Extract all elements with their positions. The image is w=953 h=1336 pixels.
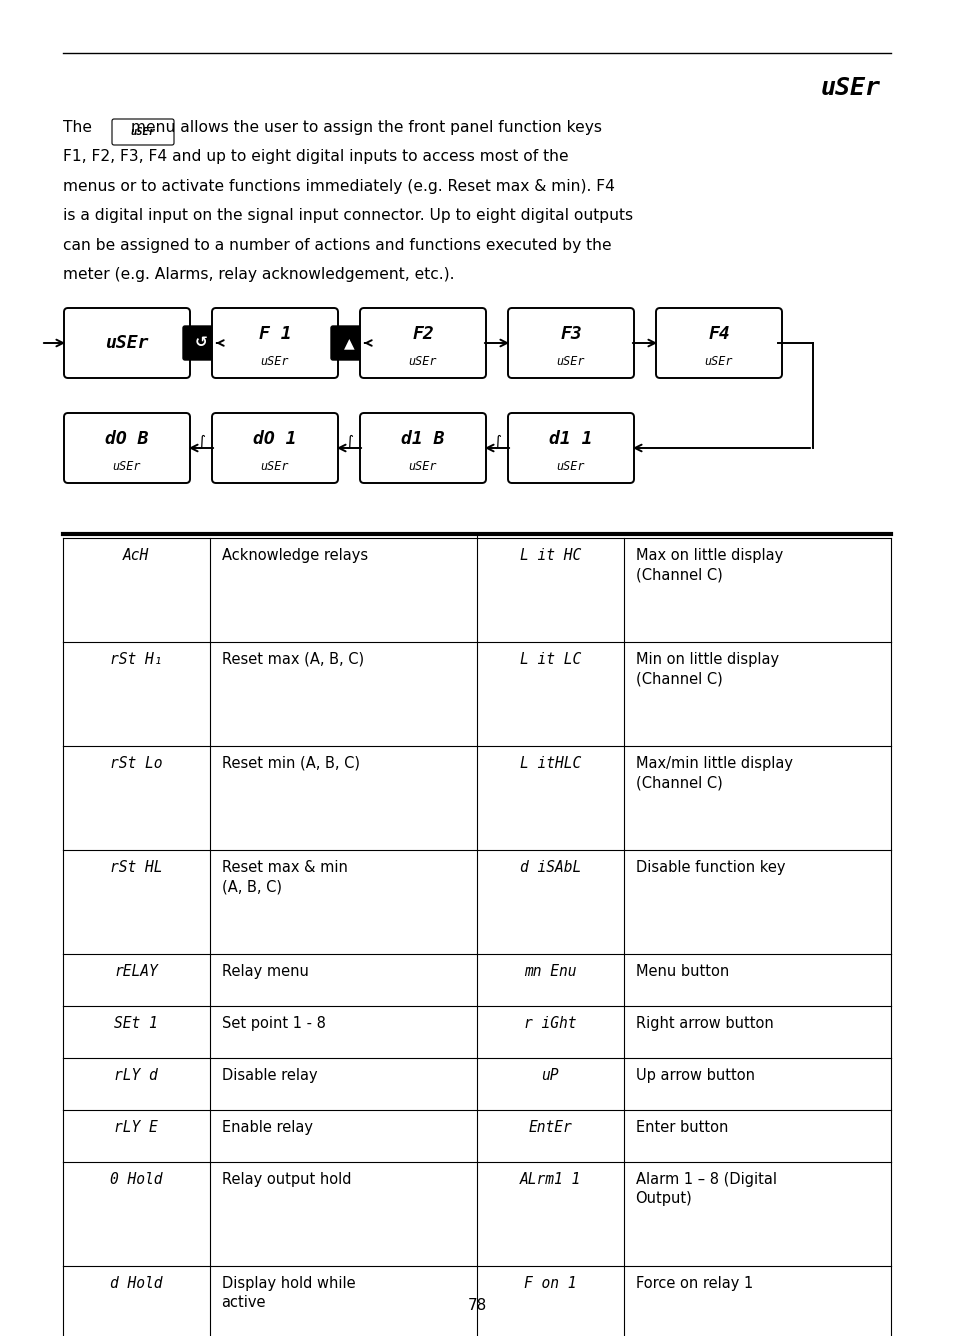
Text: Reset max (A, B, C): Reset max (A, B, C): [221, 652, 363, 667]
Text: L it HC: L it HC: [519, 548, 580, 562]
Text: d Hold: d Hold: [110, 1276, 162, 1291]
Text: Enable relay: Enable relay: [221, 1120, 313, 1136]
Text: Relay output hold: Relay output hold: [221, 1172, 351, 1186]
Text: d1 B: d1 B: [401, 430, 444, 448]
Text: F4: F4: [707, 325, 729, 343]
Text: rELAY: rELAY: [114, 965, 158, 979]
Text: uSEr: uSEr: [131, 127, 155, 138]
Text: mn Enu: mn Enu: [523, 965, 576, 979]
Text: L itHLC: L itHLC: [519, 756, 580, 771]
Text: ∫: ∫: [196, 434, 205, 449]
Text: Up arrow button: Up arrow button: [635, 1067, 754, 1083]
FancyBboxPatch shape: [507, 309, 634, 378]
Text: F 1: F 1: [258, 325, 291, 343]
Text: ▲: ▲: [343, 335, 354, 350]
Text: F on 1: F on 1: [523, 1276, 576, 1291]
Text: Display hold while
active: Display hold while active: [221, 1276, 355, 1311]
Text: Set point 1 - 8: Set point 1 - 8: [221, 1015, 325, 1031]
Text: meter (e.g. Alarms, relay acknowledgement, etc.).: meter (e.g. Alarms, relay acknowledgemen…: [63, 267, 454, 282]
Text: Right arrow button: Right arrow button: [635, 1015, 773, 1031]
FancyBboxPatch shape: [656, 309, 781, 378]
FancyBboxPatch shape: [359, 413, 485, 484]
Text: uP: uP: [541, 1067, 558, 1083]
FancyBboxPatch shape: [112, 119, 173, 146]
Text: uSEr: uSEr: [821, 76, 880, 100]
Text: uSEr: uSEr: [704, 355, 733, 369]
Text: F1, F2, F3, F4 and up to eight digital inputs to access most of the: F1, F2, F3, F4 and up to eight digital i…: [63, 150, 568, 164]
Text: ∫: ∫: [493, 434, 500, 449]
Text: ALrm1 1: ALrm1 1: [519, 1172, 580, 1186]
Text: Max/min little display
(Channel C): Max/min little display (Channel C): [635, 756, 792, 790]
Text: Force on relay 1: Force on relay 1: [635, 1276, 752, 1291]
Text: F3: F3: [559, 325, 581, 343]
FancyBboxPatch shape: [359, 309, 485, 378]
Text: Reset max & min
(A, B, C): Reset max & min (A, B, C): [221, 860, 347, 894]
FancyBboxPatch shape: [64, 309, 190, 378]
Text: d iSAbL: d iSAbL: [519, 860, 580, 875]
Text: uSEr: uSEr: [260, 355, 289, 369]
FancyBboxPatch shape: [212, 309, 337, 378]
Text: Reset min (A, B, C): Reset min (A, B, C): [221, 756, 359, 771]
Text: menus or to activate functions immediately (e.g. Reset max & min). F4: menus or to activate functions immediate…: [63, 179, 615, 194]
Text: EntEr: EntEr: [528, 1120, 572, 1136]
Text: SEt 1: SEt 1: [114, 1015, 158, 1031]
Text: Max on little display
(Channel C): Max on little display (Channel C): [635, 548, 782, 582]
Text: is a digital input on the signal input connector. Up to eight digital outputs: is a digital input on the signal input c…: [63, 208, 633, 223]
Text: L it LC: L it LC: [519, 652, 580, 667]
Text: uSEr: uSEr: [408, 460, 436, 473]
Text: AcH: AcH: [123, 548, 150, 562]
Text: uSEr: uSEr: [105, 334, 149, 351]
Text: rSt H₁: rSt H₁: [110, 652, 162, 667]
Text: dO 1: dO 1: [253, 430, 296, 448]
FancyBboxPatch shape: [183, 326, 219, 359]
Text: The        menu allows the user to assign the front panel function keys: The menu allows the user to assign the f…: [63, 120, 601, 135]
Text: ∫: ∫: [345, 434, 353, 449]
Text: can be assigned to a number of actions and functions executed by the: can be assigned to a number of actions a…: [63, 238, 611, 253]
Text: 0 Hold: 0 Hold: [110, 1172, 162, 1186]
Text: Acknowledge relays: Acknowledge relays: [221, 548, 367, 562]
Text: uSEr: uSEr: [112, 460, 141, 473]
Text: Disable relay: Disable relay: [221, 1067, 317, 1083]
Text: rSt Lo: rSt Lo: [110, 756, 162, 771]
Text: uSEr: uSEr: [557, 355, 584, 369]
Text: d1 1: d1 1: [549, 430, 592, 448]
Text: Enter button: Enter button: [635, 1120, 727, 1136]
Text: Min on little display
(Channel C): Min on little display (Channel C): [635, 652, 778, 687]
Text: ↺: ↺: [194, 335, 207, 350]
Text: F2: F2: [412, 325, 434, 343]
Text: 78: 78: [467, 1299, 486, 1313]
Text: uSEr: uSEr: [557, 460, 584, 473]
Text: uSEr: uSEr: [408, 355, 436, 369]
Text: r iGht: r iGht: [523, 1015, 576, 1031]
Text: rSt HL: rSt HL: [110, 860, 162, 875]
Text: Relay menu: Relay menu: [221, 965, 308, 979]
Text: Disable function key: Disable function key: [635, 860, 784, 875]
Text: rLY E: rLY E: [114, 1120, 158, 1136]
FancyBboxPatch shape: [507, 413, 634, 484]
Text: Alarm 1 – 8 (Digital
Output): Alarm 1 – 8 (Digital Output): [635, 1172, 776, 1206]
FancyBboxPatch shape: [212, 413, 337, 484]
Text: uSEr: uSEr: [260, 460, 289, 473]
Text: dO B: dO B: [105, 430, 149, 448]
FancyBboxPatch shape: [331, 326, 367, 359]
Text: Menu button: Menu button: [635, 965, 728, 979]
FancyBboxPatch shape: [64, 413, 190, 484]
Text: rLY d: rLY d: [114, 1067, 158, 1083]
